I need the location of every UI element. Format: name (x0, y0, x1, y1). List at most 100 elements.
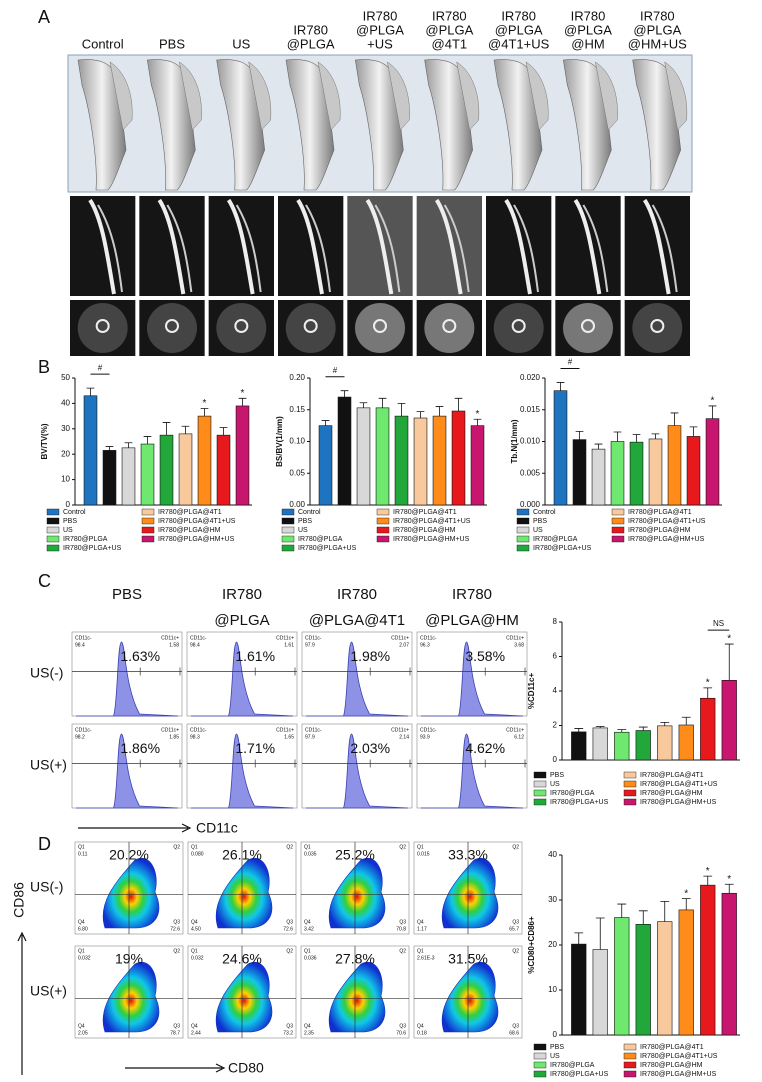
gate-label: CD11c+ (276, 727, 294, 733)
histogram-peak (191, 641, 294, 717)
error-bar (454, 397, 463, 412)
gate-line (72, 759, 182, 768)
legend-swatch (141, 517, 155, 525)
legend-swatch (623, 780, 637, 788)
bar (413, 417, 428, 506)
bar (721, 680, 737, 761)
bone-3d (594, 61, 618, 131)
bar (635, 923, 651, 1036)
y-tick-label: 0.005 (520, 468, 541, 477)
error-bar (162, 422, 171, 436)
quadrant-name: Q1 (417, 844, 424, 850)
error-bar (689, 426, 698, 437)
gate-value: 1.61 (284, 642, 294, 648)
gate-value: 98.3 (190, 734, 200, 740)
bone-3d (386, 61, 410, 131)
legend-swatch (533, 798, 547, 806)
legend-label: PBS (298, 518, 312, 525)
ct-sagittal (555, 196, 621, 296)
column-label: IR780 (501, 8, 536, 23)
error-bar (181, 425, 190, 434)
gate-label: CD11c- (190, 727, 207, 733)
legend-label: IR780@PLGA@4T1+US (640, 781, 718, 788)
axis-arrow (17, 931, 27, 1075)
legend-swatch (376, 517, 390, 525)
quadrant-name: Q4 (417, 1023, 424, 1029)
legend-swatch (516, 544, 530, 552)
bar (216, 434, 231, 506)
ct-axial-bone (650, 319, 665, 333)
gate-label: CD11c- (305, 727, 322, 733)
legend-swatch (611, 517, 625, 525)
column-label: @HM (571, 36, 604, 51)
quadrant-value: 78.7 (170, 1030, 180, 1036)
legend-label: US (298, 527, 308, 534)
error-bar (724, 883, 734, 894)
gate-line (302, 667, 412, 676)
quadrant-value: 0.036 (304, 955, 317, 961)
quadrant-lines (75, 842, 183, 934)
quadrant-value: 73.2 (283, 1030, 293, 1036)
bar (635, 730, 651, 761)
legend-swatch (623, 1043, 637, 1051)
y-axis-label: %CD11c+ (527, 673, 536, 710)
quadrant-value: 70.8 (396, 926, 406, 932)
quadrant-name: Q4 (78, 1023, 85, 1029)
gate-value: 1.85 (169, 734, 179, 740)
percent-label: 4.62% (465, 740, 505, 756)
quadrant-name: Q2 (399, 844, 406, 850)
bar (667, 425, 682, 506)
bar (614, 731, 630, 761)
y-axis-label: %CD80+CD86+ (527, 916, 536, 974)
legend-swatch (281, 544, 295, 552)
significance-mark: NS (713, 619, 724, 628)
y-tick-label: 0.000 (520, 500, 541, 509)
legend-label: IR780@PLGA@4T1 (640, 772, 704, 779)
bone-3d (456, 61, 480, 131)
legend-label: IR780@PLGA@HM+US (640, 799, 717, 806)
error-bar (575, 430, 584, 440)
legend-swatch (376, 526, 390, 534)
legend-swatch (623, 1052, 637, 1060)
legend-label: PBS (550, 772, 564, 779)
legend-label: IR780@PLGA+US (298, 545, 357, 552)
y-tick-label: 0.05 (289, 468, 305, 477)
legend-label: IR780@PLGA (298, 536, 343, 543)
gate-label: CD11c+ (506, 635, 524, 641)
error-bar (574, 932, 584, 945)
quadrant-name: Q2 (286, 948, 293, 954)
gate-value: 2.07 (399, 642, 409, 648)
legend-label: PBS (533, 518, 547, 525)
error-bar (473, 418, 482, 426)
histogram-peak (306, 733, 409, 809)
quadrant-name: Q1 (417, 948, 424, 954)
legend-swatch (516, 526, 530, 534)
percent-label: 1.63% (120, 648, 160, 664)
ct-sagittal (70, 196, 136, 296)
column-label: @PLGA@4T1 (309, 612, 405, 629)
row-label: US(-) (30, 879, 63, 895)
gate-label: CD11c+ (161, 635, 179, 641)
error-bar (359, 402, 368, 408)
y-tick-label: 40 (61, 399, 70, 408)
bar (394, 415, 409, 506)
percent-label: 1.71% (235, 740, 275, 756)
significance-mark: # (568, 358, 573, 367)
density-blob (215, 857, 273, 929)
legend-swatch (533, 1061, 547, 1069)
bone-3d (109, 61, 133, 131)
gate-value: 6.12 (514, 734, 524, 740)
column-label: PBS (112, 586, 142, 603)
ct-axial-bone (234, 319, 249, 333)
column-label: @HM+US (628, 36, 687, 51)
gate-value: 93.9 (420, 734, 430, 740)
ct-axial-bone (165, 319, 179, 333)
legend-swatch (533, 789, 547, 797)
density-blob (328, 961, 386, 1033)
error-bar (238, 397, 247, 406)
bone-3d (146, 59, 196, 191)
legend-label: IR780@PLGA+US (63, 545, 122, 552)
ct-axial-disc (563, 303, 613, 353)
legend-label: IR780@PLGA@4T1+US (158, 518, 236, 525)
gate-line (302, 759, 412, 768)
